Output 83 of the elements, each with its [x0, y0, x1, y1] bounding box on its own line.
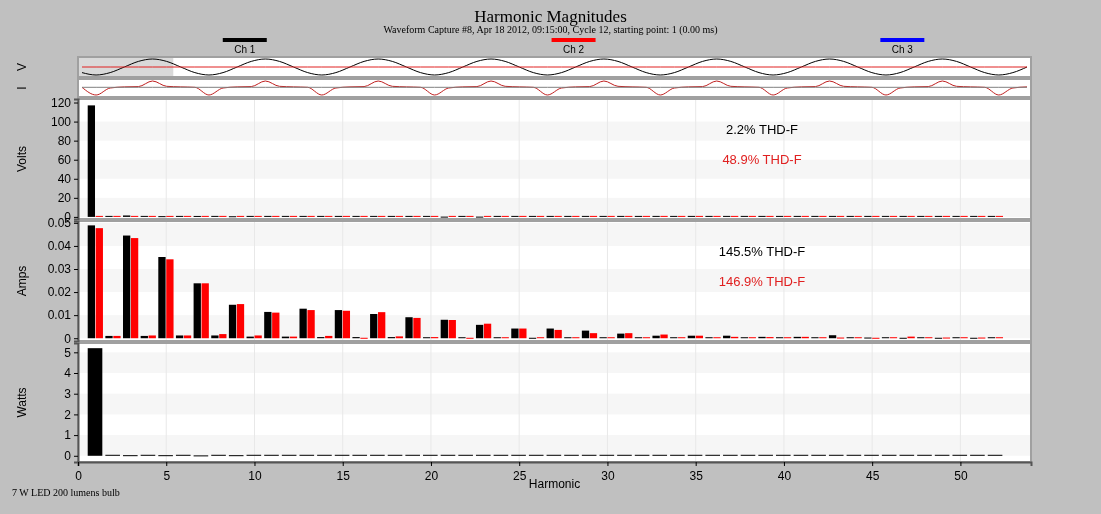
y-axis-title: Volts: [15, 145, 29, 173]
bar: [272, 312, 280, 339]
bar: [219, 334, 227, 339]
x-tick-label: 40: [777, 468, 792, 483]
bar: [299, 308, 307, 339]
bar: [87, 348, 103, 456]
bar: [87, 105, 96, 217]
x-tick-label: 45: [865, 468, 880, 483]
y-tick-label: 120: [50, 95, 72, 110]
bar: [211, 335, 219, 339]
y-tick-label: 100: [50, 114, 72, 129]
bar: [148, 335, 156, 339]
bar: [236, 304, 245, 339]
annotation: 2.2% THD-F: [726, 122, 799, 137]
bar: [130, 238, 139, 339]
bar: [405, 317, 413, 339]
y-tick-label: 2: [64, 407, 72, 422]
x-tick-label: 20: [424, 468, 439, 483]
bar: [334, 310, 343, 339]
y-tick-label: 0.02: [47, 285, 72, 300]
bar: [625, 333, 633, 339]
annotation: 145.5% THD-F: [718, 244, 806, 259]
legend-label: Ch 2: [563, 44, 585, 55]
bar: [511, 328, 519, 339]
x-tick-label: 30: [601, 468, 615, 483]
bar: [342, 310, 351, 339]
bar: [828, 335, 837, 339]
bar: [519, 328, 527, 339]
y-tick-label: 0.01: [47, 308, 72, 323]
legend-label: Ch 3: [891, 44, 914, 55]
annotation: 48.9% THD-F: [722, 152, 802, 167]
annotation: 146.9% THD-F: [718, 274, 806, 289]
bar: [183, 335, 192, 339]
y-axis-title: I: [15, 86, 29, 90]
bar: [440, 319, 448, 339]
legend-label: Ch 1: [234, 44, 256, 55]
bar: [113, 335, 121, 339]
bar: [201, 283, 209, 339]
y-tick-label: 0.03: [47, 262, 72, 277]
y-tick-label: 0: [64, 449, 72, 464]
x-tick-label: 25: [513, 468, 527, 483]
text: 7 W LED 200 lumens bulb: [12, 487, 120, 498]
y-tick-label: 80: [57, 133, 72, 148]
y-tick-label: 0: [64, 331, 72, 346]
bar: [254, 335, 262, 339]
x-tick-label: 15: [336, 468, 351, 483]
bar: [95, 228, 103, 339]
bar: [378, 312, 386, 339]
bar: [123, 235, 131, 339]
bar: [264, 311, 272, 339]
y-tick-label: 4: [64, 366, 72, 381]
bar: [483, 323, 492, 339]
bar: [166, 259, 174, 339]
bar: [448, 320, 456, 339]
y-tick-label: 20: [57, 191, 72, 206]
y-tick-label: 40: [57, 172, 72, 187]
x-tick-label: 0: [75, 468, 83, 483]
y-tick-label: 60: [57, 153, 72, 168]
bar: [228, 304, 237, 339]
bar: [370, 314, 378, 339]
x-tick-label: 10: [248, 468, 262, 483]
x-tick-label: 5: [163, 468, 171, 483]
x-axis-title: Harmonic: [528, 477, 581, 491]
y-axis-title: V: [15, 62, 29, 72]
bar: [475, 324, 484, 339]
bar: [87, 225, 96, 339]
y-axis-title: Amps: [15, 265, 29, 297]
x-tick-label: 50: [954, 468, 968, 483]
y-axis-title: Watts: [15, 387, 29, 418]
bar: [589, 333, 598, 339]
bar: [193, 283, 201, 339]
chart-title: Harmonic Magnitudes: [474, 7, 627, 26]
y-tick-label: 3: [64, 387, 72, 402]
bar: [554, 329, 562, 339]
y-tick-label: 1: [64, 428, 72, 443]
bar: [175, 335, 184, 339]
x-tick-label: 35: [689, 468, 704, 483]
bar: [413, 317, 421, 339]
bar: [105, 335, 113, 339]
y-tick-label: 0.04: [47, 239, 72, 254]
y-tick-label: 5: [64, 345, 72, 360]
bar: [158, 257, 166, 339]
bar: [307, 310, 315, 339]
